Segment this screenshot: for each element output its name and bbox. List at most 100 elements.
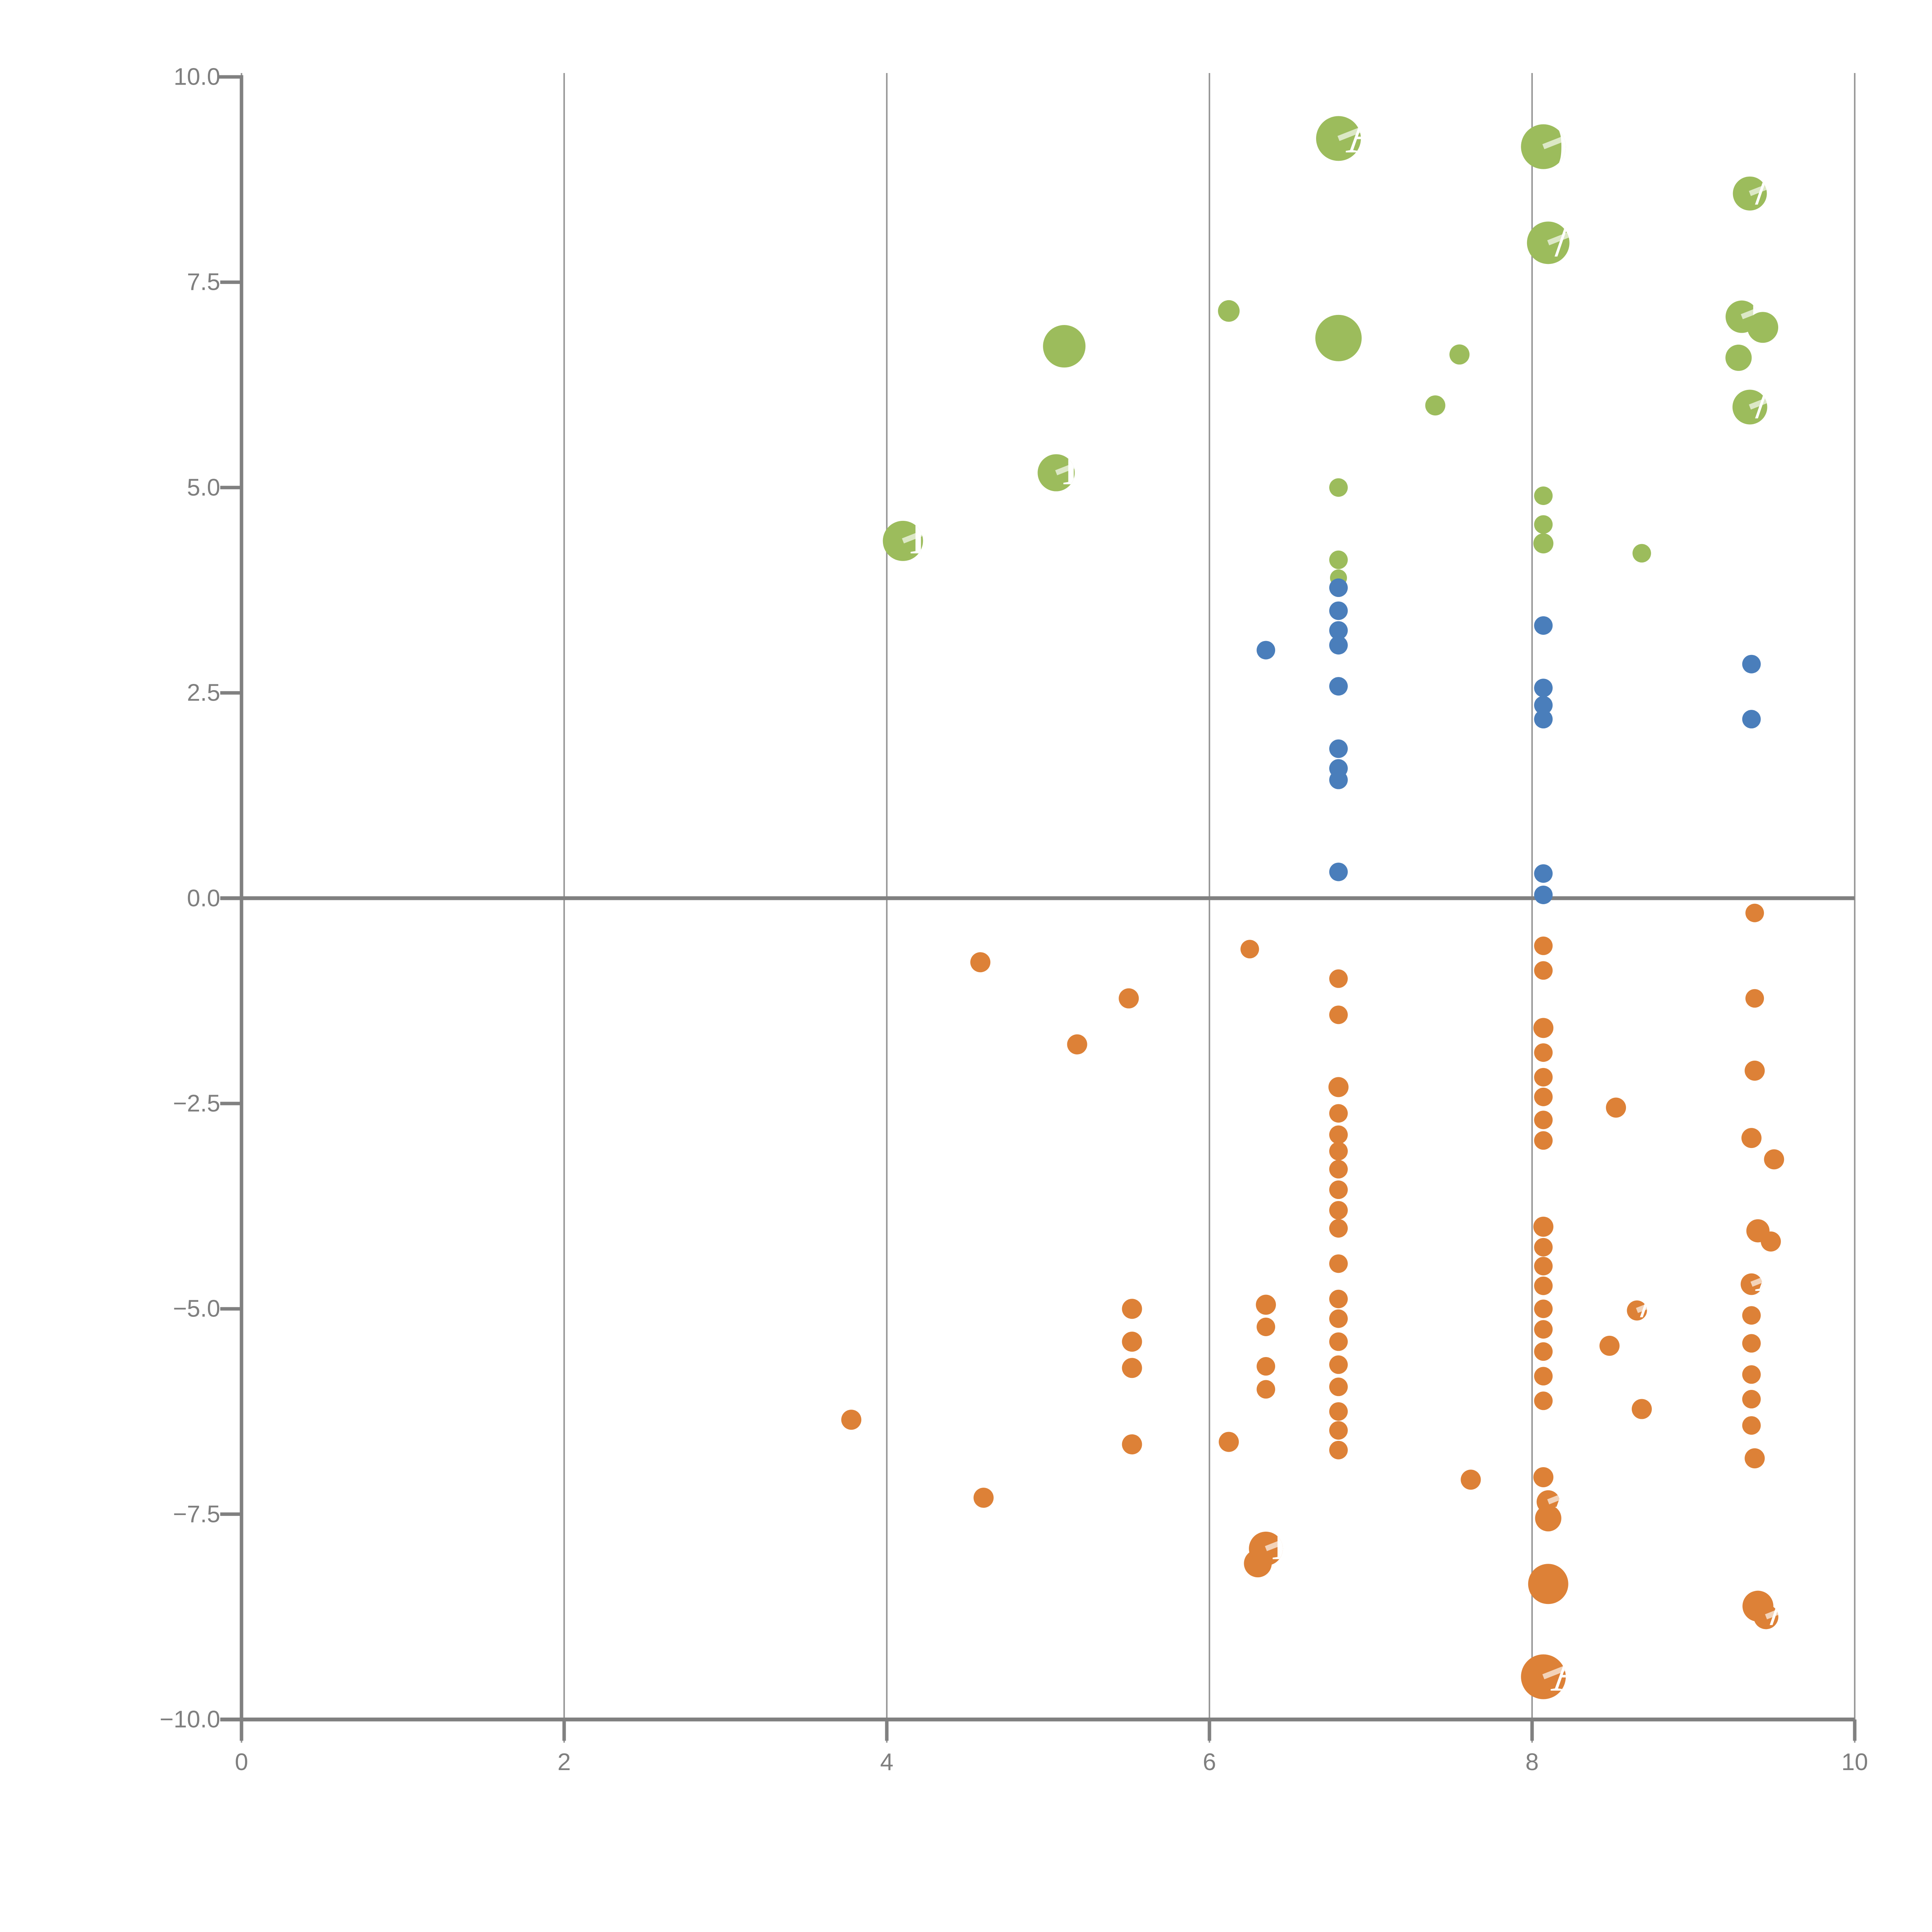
data-point[interactable] bbox=[970, 952, 991, 973]
data-point[interactable] bbox=[1329, 1005, 1348, 1024]
data-point[interactable] bbox=[1219, 1432, 1239, 1452]
data-point[interactable] bbox=[1329, 1219, 1348, 1238]
data-point[interactable] bbox=[1534, 515, 1553, 534]
data-point[interactable] bbox=[1534, 961, 1553, 980]
data-point[interactable] bbox=[1329, 1440, 1348, 1459]
data-point[interactable] bbox=[1534, 1367, 1553, 1386]
data-point[interactable] bbox=[1534, 696, 1553, 715]
data-point[interactable] bbox=[1329, 1378, 1348, 1396]
data-point[interactable] bbox=[1315, 315, 1362, 361]
data-point[interactable] bbox=[1329, 1355, 1348, 1374]
data-point[interactable] bbox=[973, 1488, 994, 1508]
data-point[interactable] bbox=[1329, 1309, 1348, 1328]
data-point[interactable] bbox=[1329, 677, 1348, 696]
data-point[interactable] bbox=[1122, 1332, 1142, 1352]
data-point[interactable] bbox=[1119, 988, 1139, 1009]
data-point[interactable] bbox=[1742, 655, 1761, 673]
data-point[interactable] bbox=[1533, 1216, 1554, 1237]
data-point[interactable] bbox=[1534, 1320, 1553, 1339]
data-point[interactable] bbox=[1733, 176, 1767, 211]
data-point[interactable] bbox=[1533, 1018, 1554, 1038]
data-point[interactable] bbox=[1329, 770, 1348, 789]
data-point[interactable] bbox=[1122, 1434, 1142, 1454]
data-point[interactable] bbox=[1256, 1294, 1276, 1315]
data-point[interactable] bbox=[1329, 739, 1348, 758]
data-point[interactable] bbox=[1534, 1087, 1553, 1106]
data-point[interactable] bbox=[1742, 1334, 1761, 1353]
data-point[interactable] bbox=[1742, 710, 1761, 729]
data-point[interactable] bbox=[1534, 486, 1553, 505]
data-point[interactable] bbox=[1329, 969, 1348, 988]
data-point[interactable] bbox=[1122, 1358, 1142, 1378]
data-point[interactable] bbox=[1240, 940, 1259, 959]
data-point[interactable] bbox=[1760, 1231, 1781, 1252]
data-point[interactable] bbox=[1329, 1180, 1348, 1199]
data-point[interactable] bbox=[1449, 344, 1470, 365]
data-point[interactable] bbox=[1534, 1043, 1553, 1062]
data-point[interactable] bbox=[1533, 1467, 1554, 1487]
data-point[interactable] bbox=[1067, 1034, 1087, 1054]
data-point[interactable] bbox=[1329, 1254, 1348, 1273]
data-point[interactable] bbox=[1534, 864, 1553, 883]
data-point[interactable] bbox=[1535, 1505, 1561, 1532]
data-point[interactable] bbox=[1329, 1201, 1348, 1220]
data-point[interactable] bbox=[1329, 478, 1348, 497]
data-point[interactable] bbox=[1534, 616, 1553, 635]
data-point[interactable] bbox=[1528, 1564, 1568, 1604]
data-point[interactable] bbox=[1329, 1421, 1348, 1440]
data-point[interactable] bbox=[1425, 395, 1446, 416]
data-point[interactable] bbox=[1534, 936, 1553, 955]
data-point[interactable] bbox=[1329, 1160, 1348, 1179]
data-point[interactable] bbox=[1329, 1289, 1348, 1308]
data-point[interactable] bbox=[1329, 1402, 1348, 1421]
data-point[interactable] bbox=[1534, 1276, 1553, 1295]
data-point[interactable] bbox=[1534, 710, 1553, 729]
data-point[interactable] bbox=[1257, 641, 1276, 660]
data-point[interactable] bbox=[1329, 862, 1348, 881]
data-point[interactable] bbox=[1632, 544, 1651, 563]
data-point[interactable] bbox=[1745, 903, 1764, 922]
data-point[interactable] bbox=[841, 1410, 862, 1430]
data-point[interactable] bbox=[1741, 1128, 1762, 1148]
data-point[interactable] bbox=[1534, 1257, 1553, 1276]
data-point[interactable] bbox=[1534, 1111, 1553, 1129]
data-point[interactable] bbox=[1328, 1077, 1349, 1097]
data-point[interactable] bbox=[1534, 1238, 1553, 1257]
data-point[interactable] bbox=[1329, 550, 1348, 569]
data-point[interactable] bbox=[1043, 325, 1086, 368]
data-point[interactable] bbox=[1631, 1399, 1652, 1419]
data-point[interactable] bbox=[1244, 1549, 1272, 1578]
data-point[interactable] bbox=[1534, 1391, 1553, 1410]
data-point[interactable] bbox=[1764, 1149, 1784, 1170]
data-point[interactable] bbox=[1257, 1357, 1276, 1376]
data-point[interactable] bbox=[1218, 300, 1240, 322]
data-point[interactable] bbox=[1745, 1060, 1765, 1081]
data-point[interactable] bbox=[1534, 1068, 1553, 1087]
data-point[interactable] bbox=[1329, 578, 1348, 597]
data-point[interactable] bbox=[1742, 1390, 1761, 1409]
data-point[interactable] bbox=[1534, 1131, 1553, 1150]
data-point[interactable] bbox=[1329, 601, 1348, 620]
data-point[interactable] bbox=[1747, 312, 1779, 343]
data-point[interactable] bbox=[1742, 1416, 1761, 1435]
data-point[interactable] bbox=[1745, 989, 1764, 1008]
data-point[interactable] bbox=[1329, 1104, 1348, 1123]
data-point[interactable] bbox=[1329, 636, 1348, 655]
data-point[interactable] bbox=[1745, 1448, 1765, 1469]
data-point[interactable] bbox=[1534, 679, 1553, 697]
data-point[interactable] bbox=[1122, 1299, 1142, 1319]
data-point[interactable] bbox=[1742, 1306, 1761, 1325]
data-point[interactable] bbox=[1606, 1097, 1626, 1118]
data-point[interactable] bbox=[1534, 1342, 1553, 1361]
data-point[interactable] bbox=[1534, 1299, 1553, 1318]
data-point[interactable] bbox=[1257, 1318, 1276, 1337]
data-point[interactable] bbox=[1534, 885, 1553, 904]
data-point[interactable] bbox=[1329, 621, 1348, 640]
data-point[interactable] bbox=[1461, 1469, 1481, 1490]
data-point[interactable] bbox=[1533, 533, 1554, 554]
data-point[interactable] bbox=[1742, 1365, 1761, 1384]
data-point[interactable] bbox=[1329, 1142, 1348, 1161]
data-point[interactable] bbox=[1599, 1335, 1620, 1356]
data-point[interactable] bbox=[1725, 344, 1752, 371]
data-point[interactable] bbox=[1329, 1332, 1348, 1351]
